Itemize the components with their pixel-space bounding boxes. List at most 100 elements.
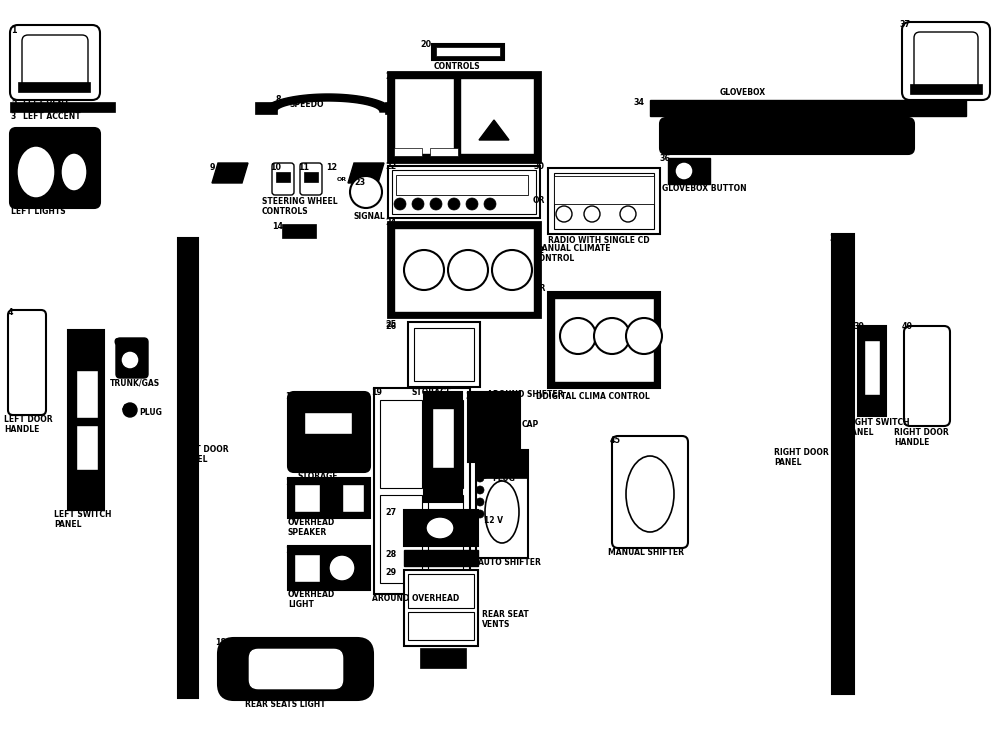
Text: OR: OR (337, 177, 347, 182)
Bar (476, 450, 528, 478)
Bar (394, 78, 454, 154)
Text: 31: 31 (466, 392, 477, 401)
FancyBboxPatch shape (22, 35, 88, 90)
Text: 20: 20 (420, 40, 431, 49)
Circle shape (626, 318, 662, 354)
Text: 12 V: 12 V (484, 516, 503, 525)
Text: 24: 24 (385, 218, 396, 227)
Text: LEFT DOOR
PANEL: LEFT DOOR PANEL (180, 445, 229, 464)
Text: 36: 36 (660, 154, 671, 163)
Circle shape (476, 498, 484, 506)
Text: 11: 11 (298, 163, 309, 172)
Bar (76, 425, 98, 470)
Text: 5: 5 (66, 330, 72, 339)
Bar (388, 72, 540, 162)
Circle shape (620, 206, 636, 222)
Circle shape (476, 486, 484, 494)
Text: 18: 18 (215, 638, 226, 647)
Text: 4: 4 (8, 308, 14, 317)
Text: 2: 2 (11, 100, 17, 109)
Text: LEFT VENT: LEFT VENT (23, 100, 69, 109)
Text: RADIO WITH 6 CD: RADIO WITH 6 CD (398, 222, 474, 231)
Text: 32: 32 (534, 246, 545, 255)
Text: SIGNAL: SIGNAL (354, 212, 386, 221)
Circle shape (492, 250, 532, 290)
Bar (468, 392, 520, 462)
Circle shape (448, 250, 488, 290)
Text: 22: 22 (385, 162, 396, 171)
Text: LEFT ACCENT: LEFT ACCENT (23, 112, 81, 121)
Circle shape (404, 250, 444, 290)
Text: 14: 14 (272, 222, 283, 231)
Bar (76, 370, 98, 418)
Text: MANUAL SHIFTER: MANUAL SHIFTER (608, 548, 684, 557)
Text: PLUG: PLUG (492, 474, 515, 483)
Text: OR: OR (533, 196, 545, 205)
Text: 13: 13 (372, 163, 383, 172)
Text: 30: 30 (534, 162, 545, 171)
Text: STEERING WHEEL
CONTROLS: STEERING WHEEL CONTROLS (262, 197, 338, 217)
Text: 9: 9 (210, 163, 216, 172)
Text: LEFT DOOR
HANDLE: LEFT DOOR HANDLE (4, 415, 53, 434)
Text: MANUAL CLIMATE
CONTROL: MANUAL CLIMATE CONTROL (534, 244, 610, 263)
Bar (394, 228, 534, 312)
Bar (374, 388, 470, 594)
Circle shape (394, 198, 406, 210)
Circle shape (584, 206, 600, 222)
FancyBboxPatch shape (300, 163, 322, 195)
Circle shape (430, 198, 442, 210)
Text: 34: 34 (634, 98, 645, 107)
Bar (864, 340, 880, 395)
Bar (294, 554, 320, 582)
Text: 23: 23 (354, 178, 365, 187)
Text: REAR SEAT
VENTS: REAR SEAT VENTS (482, 610, 529, 629)
FancyBboxPatch shape (8, 310, 46, 415)
FancyBboxPatch shape (660, 118, 914, 154)
Text: GLOVEBOX BUTTON: GLOVEBOX BUTTON (662, 184, 747, 193)
Bar (832, 234, 854, 694)
Bar (294, 484, 320, 512)
Bar (282, 224, 316, 238)
Text: OR: OR (534, 284, 546, 293)
Bar (404, 550, 478, 566)
Text: RIGHT DOOR
HANDLE: RIGHT DOOR HANDLE (894, 428, 949, 448)
Text: SPEEDO: SPEEDO (289, 100, 324, 109)
Text: 16: 16 (285, 478, 296, 487)
Ellipse shape (485, 481, 519, 543)
Text: 1: 1 (11, 26, 16, 35)
Bar (554, 176, 654, 204)
Bar (178, 238, 198, 698)
Polygon shape (348, 163, 384, 183)
Text: REAR SEATS LIGHT: REAR SEATS LIGHT (245, 700, 326, 709)
Text: LEFT SWITCH
PANEL: LEFT SWITCH PANEL (54, 510, 112, 530)
Circle shape (476, 510, 484, 518)
Bar (18, 82, 90, 92)
Bar (432, 44, 504, 60)
Bar (68, 330, 104, 510)
FancyBboxPatch shape (218, 638, 373, 700)
Text: 33: 33 (474, 450, 485, 459)
Bar (428, 495, 463, 583)
FancyBboxPatch shape (914, 32, 978, 90)
Text: 45: 45 (610, 436, 621, 445)
Circle shape (350, 176, 382, 208)
Bar (432, 408, 454, 468)
Text: OR: OR (220, 177, 230, 182)
Text: 40: 40 (902, 322, 913, 331)
Bar (288, 546, 370, 590)
Text: 3: 3 (11, 112, 16, 121)
Circle shape (484, 198, 496, 210)
Bar (460, 78, 534, 154)
Text: 8: 8 (275, 95, 281, 104)
Bar (10, 102, 115, 112)
Bar (404, 570, 478, 646)
Bar (858, 326, 886, 416)
Bar (430, 148, 458, 156)
Text: TRUNK/GAS: TRUNK/GAS (110, 378, 160, 387)
Text: 39: 39 (854, 322, 865, 331)
Bar (910, 84, 982, 94)
Polygon shape (263, 94, 393, 112)
Bar (304, 172, 318, 182)
Ellipse shape (626, 456, 674, 532)
Circle shape (123, 403, 137, 417)
